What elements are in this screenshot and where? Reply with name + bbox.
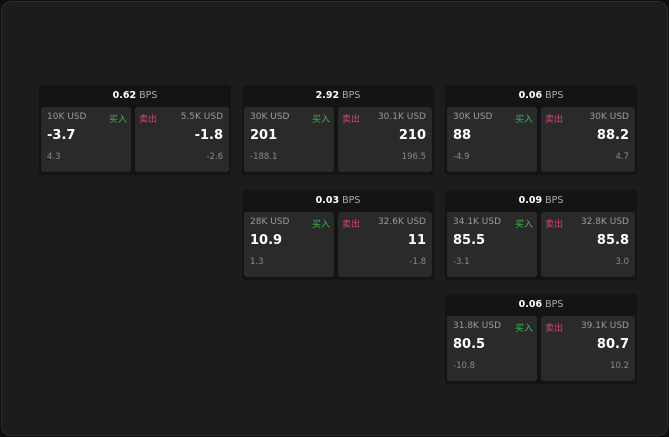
spread-header: 0.09 BPS: [445, 190, 637, 211]
sell-price: 80.7: [596, 337, 629, 352]
spread-header: 0.06 BPS: [445, 294, 637, 315]
buy-label: 买入: [311, 220, 330, 230]
buy-price: -3.7: [47, 128, 76, 143]
buy-size: 28K USD: [250, 217, 290, 227]
buy-change: -4.9: [453, 152, 470, 162]
spread-header: 0.62 BPS: [39, 85, 231, 106]
spread-header: 0.03 BPS: [242, 190, 434, 211]
buy-change: -10.8: [453, 361, 475, 371]
sell-panel[interactable]: 5.5K USD 卖出 -1.8 -2.6: [135, 107, 229, 172]
sell-price: 85.8: [596, 233, 629, 248]
sell-panel[interactable]: 32.6K USD 卖出 11 -1.8: [338, 212, 432, 277]
buy-label: 买入: [311, 115, 330, 125]
spread-unit: BPS: [342, 195, 361, 206]
buy-size: 31.8K USD: [453, 321, 502, 331]
quote-card: 0.09 BPS 34.1K USD 买入 85.5 -3.1 32.8K USD…: [445, 190, 637, 280]
buy-label: 买入: [514, 324, 533, 334]
sell-price: 11: [407, 233, 426, 248]
buy-label: 买入: [514, 220, 533, 230]
buy-change: 1.3: [250, 257, 264, 267]
buy-panel[interactable]: 10K USD 买入 -3.7 4.3: [41, 107, 131, 172]
sell-size: 30K USD: [589, 112, 629, 122]
sell-label: 卖出: [139, 115, 158, 125]
sell-size: 5.5K USD: [180, 112, 223, 122]
sell-change: 4.7: [615, 152, 629, 162]
sell-panel[interactable]: 39.1K USD 卖出 80.7 10.2: [541, 316, 635, 381]
quote-card: 0.06 BPS 30K USD 买入 88 -4.9 30K USD 卖出 88…: [445, 85, 637, 175]
spread-value: 0.06: [518, 299, 543, 310]
spread-value: 0.09: [518, 195, 543, 206]
spread-value: 0.03: [315, 195, 340, 206]
sell-label: 卖出: [342, 220, 361, 230]
sell-change: 196.5: [401, 152, 426, 162]
sell-size: 39.1K USD: [580, 321, 629, 331]
buy-size: 30K USD: [453, 112, 493, 122]
sell-label: 卖出: [342, 115, 361, 125]
spread-header: 2.92 BPS: [242, 85, 434, 106]
buy-panel[interactable]: 30K USD 买入 88 -4.9: [447, 107, 537, 172]
sell-label: 卖出: [545, 115, 564, 125]
buy-change: -3.1: [453, 257, 470, 267]
buy-panel[interactable]: 30K USD 买入 201 -188.1: [244, 107, 334, 172]
spread-unit: BPS: [545, 90, 564, 101]
spread-unit: BPS: [139, 90, 158, 101]
sell-change: 10.2: [610, 361, 629, 371]
buy-label: 买入: [108, 115, 127, 125]
spread-header: 0.06 BPS: [445, 85, 637, 106]
spread-value: 0.06: [518, 90, 543, 101]
sell-panel[interactable]: 30.1K USD 卖出 210 196.5: [338, 107, 432, 172]
buy-change: 4.3: [47, 152, 61, 162]
sell-change: 3.0: [615, 257, 629, 267]
sell-panel[interactable]: 32.8K USD 卖出 85.8 3.0: [541, 212, 635, 277]
quote-card: 0.03 BPS 28K USD 买入 10.9 1.3 32.6K USD 卖出…: [242, 190, 434, 280]
buy-price: 88: [453, 128, 472, 143]
buy-size: 30K USD: [250, 112, 290, 122]
quote-card: 0.06 BPS 31.8K USD 买入 80.5 -10.8 39.1K US…: [445, 294, 637, 384]
sell-size: 30.1K USD: [377, 112, 426, 122]
buy-size: 34.1K USD: [453, 217, 502, 227]
buy-change: -188.1: [250, 152, 278, 162]
spread-unit: BPS: [545, 195, 564, 206]
buy-price: 201: [250, 128, 278, 143]
buy-panel[interactable]: 28K USD 买入 10.9 1.3: [244, 212, 334, 277]
buy-label: 买入: [514, 115, 533, 125]
spread-value: 0.62: [112, 90, 137, 101]
buy-price: 10.9: [250, 233, 283, 248]
spread-value: 2.92: [315, 90, 340, 101]
quote-card: 2.92 BPS 30K USD 买入 201 -188.1 30.1K USD …: [242, 85, 434, 175]
quote-card: 0.62 BPS 10K USD 买入 -3.7 4.3 5.5K USD 卖出 …: [39, 85, 231, 175]
buy-panel[interactable]: 31.8K USD 买入 80.5 -10.8: [447, 316, 537, 381]
sell-size: 32.8K USD: [580, 217, 629, 227]
sell-label: 卖出: [545, 220, 564, 230]
buy-price: 80.5: [453, 337, 486, 352]
sell-size: 32.6K USD: [377, 217, 426, 227]
sell-price: 88.2: [596, 128, 629, 143]
sell-change: -2.6: [206, 152, 223, 162]
buy-panel[interactable]: 34.1K USD 买入 85.5 -3.1: [447, 212, 537, 277]
sell-price: -1.8: [194, 128, 223, 143]
sell-change: -1.8: [409, 257, 426, 267]
spread-unit: BPS: [545, 299, 564, 310]
sell-label: 卖出: [545, 324, 564, 334]
buy-price: 85.5: [453, 233, 486, 248]
spread-unit: BPS: [342, 90, 361, 101]
sell-panel[interactable]: 30K USD 卖出 88.2 4.7: [541, 107, 635, 172]
sell-price: 210: [398, 128, 426, 143]
buy-size: 10K USD: [47, 112, 87, 122]
